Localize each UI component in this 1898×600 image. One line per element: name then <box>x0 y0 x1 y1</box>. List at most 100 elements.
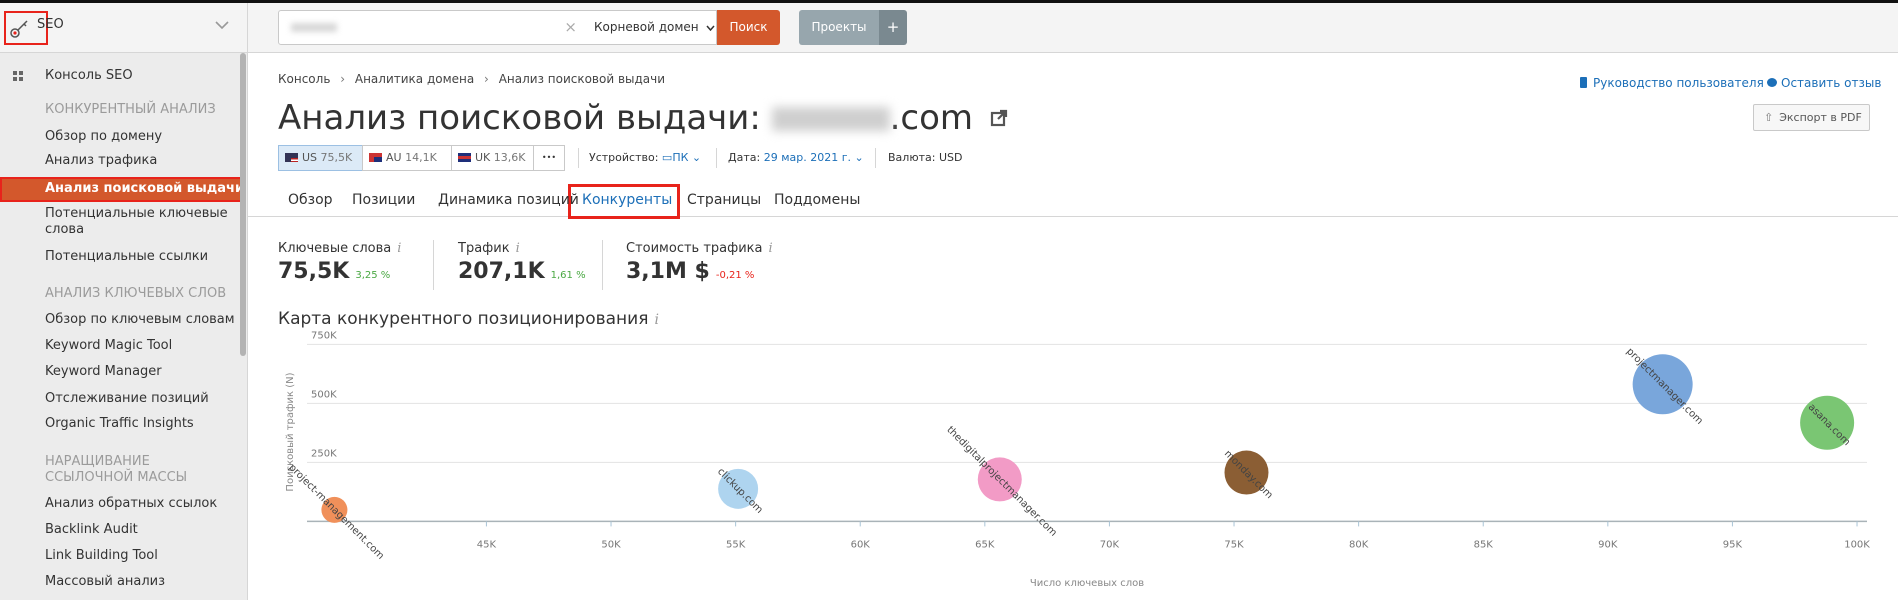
tab-4[interactable]: Конкуренты <box>582 192 673 208</box>
tab-3[interactable]: Динамика позиций <box>438 192 579 208</box>
device-selector[interactable]: Устройство: ▭ПК ⌄ <box>589 151 701 164</box>
feedback-label: Оставить отзыв <box>1781 76 1882 90</box>
sidebar-item[interactable]: Organic Traffic Insights <box>45 416 194 431</box>
sidebar-item[interactable]: Отслеживание позиций <box>45 391 209 406</box>
divider <box>433 240 434 290</box>
x-tick-label: 65K <box>975 539 995 550</box>
feedback-link[interactable]: Оставить отзыв <box>1767 72 1881 91</box>
export-pdf-button[interactable]: ⇧ Экспорт в PDF <box>1753 104 1870 131</box>
tabs-divider <box>248 216 1898 217</box>
page-title-suffix: .com <box>889 98 974 138</box>
stat-label: Ключевые слова i <box>278 241 401 256</box>
bubble[interactable] <box>718 468 759 509</box>
user-guide-link[interactable]: Руководство пользователя <box>1580 72 1764 91</box>
date-label: Дата: <box>728 151 761 164</box>
sidebar-item[interactable]: Консоль SEO <box>45 68 133 83</box>
tab-6[interactable]: Поддомены <box>774 192 861 208</box>
active-tab-highlight <box>568 184 680 219</box>
uk-flag-icon <box>458 153 471 162</box>
sidebar-item[interactable]: Потенциальные ключевые слова <box>45 206 228 237</box>
currency-label: Валюта: <box>888 151 936 164</box>
stat-change: 3,25 % <box>355 270 391 281</box>
sidebar-header[interactable]: SEO <box>0 3 248 53</box>
sidebar-item[interactable]: Keyword Magic Tool <box>45 338 173 353</box>
chevron-down-icon: ⌄ <box>850 151 864 164</box>
user-guide-label: Руководство пользователя <box>1593 76 1764 90</box>
info-icon[interactable]: i <box>654 312 659 328</box>
domain-type-dropdown[interactable]: Корневой домен <box>585 10 717 45</box>
bubble[interactable] <box>1632 354 1693 415</box>
x-tick-label: 70K <box>1100 539 1120 550</box>
region-us-button[interactable]: US 75,5K <box>278 145 363 171</box>
info-icon[interactable]: i <box>515 241 520 256</box>
x-tick-label: 50K <box>601 539 621 550</box>
bubble[interactable] <box>977 457 1022 502</box>
chevron-right-icon: › <box>484 72 489 86</box>
stat-value-text: 75,5K <box>278 259 350 284</box>
stat-value: 207,1K 1,61 % <box>458 259 586 284</box>
region-code: US <box>302 151 318 164</box>
sidebar-item[interactable]: Обзор по ключевым словам <box>45 312 235 327</box>
sidebar-item[interactable]: Keyword Manager <box>45 364 162 379</box>
tab-1[interactable]: Обзор <box>288 192 333 208</box>
divider <box>875 148 876 168</box>
blurred-domain-value <box>291 23 337 32</box>
key-icon <box>10 20 28 38</box>
sidebar-section-label: АНАЛИЗ КЛЮЧЕВЫХ СЛОВ <box>45 286 227 301</box>
x-tick-label: 85K <box>1474 539 1494 550</box>
stat-value: 3,1M $ -0,21 % <box>626 259 754 284</box>
tab-2[interactable]: Позиции <box>352 192 416 208</box>
region-au-button[interactable]: AU 14,1K <box>362 145 452 171</box>
sidebar-item[interactable]: Массовый анализ <box>45 574 166 589</box>
sidebar-item[interactable]: Анализ обратных ссылок <box>45 496 218 511</box>
sidebar-scrollbar[interactable] <box>240 53 246 356</box>
breadcrumb: Консоль › Аналитика домена › Анализ поис… <box>278 72 665 86</box>
y-tick-label: 750K <box>311 330 337 341</box>
chevron-right-icon: › <box>340 72 346 86</box>
bubble[interactable] <box>1224 450 1269 495</box>
bubble[interactable] <box>321 496 348 523</box>
divider <box>602 240 603 290</box>
projects-button[interactable]: Проекты <box>799 10 879 45</box>
sidebar-item[interactable]: Backlink Audit <box>45 522 138 537</box>
tab-5[interactable]: Страницы <box>687 192 762 208</box>
divider <box>716 148 717 168</box>
book-icon <box>1580 77 1587 88</box>
divider <box>578 148 579 168</box>
info-icon[interactable]: i <box>768 241 773 256</box>
domain-search-input[interactable]: × <box>278 10 586 45</box>
stat-label-text: Стоимость трафика <box>626 241 763 256</box>
device-label: Устройство: <box>589 151 659 164</box>
stat-label: Стоимость трафика i <box>626 241 773 256</box>
add-project-button[interactable]: + <box>879 10 907 45</box>
bubble[interactable] <box>1800 395 1855 450</box>
y-axis-title: Поисковый трафик (N) <box>285 372 296 491</box>
x-tick-label: 95K <box>1723 539 1743 550</box>
sidebar-item[interactable]: Анализ поисковой выдачи <box>45 181 245 196</box>
x-tick-label: 100K <box>1844 539 1870 550</box>
sidebar-item[interactable]: Потенциальные ссылки <box>45 249 209 264</box>
window-top-strip <box>0 0 1898 3</box>
sidebar-item[interactable]: Link Building Tool <box>45 548 158 563</box>
stat-label-text: Ключевые слова <box>278 241 392 256</box>
search-button[interactable]: Поиск <box>717 10 780 45</box>
x-tick-label: 75K <box>1224 539 1244 550</box>
sidebar-item[interactable]: Анализ трафика <box>45 153 158 168</box>
x-tick-label: 90K <box>1598 539 1618 550</box>
bubble-label: project-management.com <box>286 462 386 562</box>
clear-icon[interactable]: × <box>564 18 577 36</box>
date-selector[interactable]: Дата: 29 мар. 2021 г. ⌄ <box>728 151 864 164</box>
sidebar-item[interactable]: Обзор по домену <box>45 129 163 144</box>
external-link-icon[interactable] <box>990 109 1008 127</box>
stat-change: -0,21 % <box>715 270 755 281</box>
breadcrumb-item[interactable]: Консоль <box>278 72 331 86</box>
more-regions-button[interactable]: ••• <box>533 145 565 171</box>
chevron-down-icon[interactable] <box>215 20 229 30</box>
x-tick-label: 45K <box>477 539 497 550</box>
region-uk-button[interactable]: UK 13,6K <box>451 145 534 171</box>
info-icon[interactable]: i <box>397 241 402 256</box>
currency-value: USD <box>938 151 963 164</box>
breadcrumb-item[interactable]: Аналитика домена <box>354 72 475 86</box>
page-title: Анализ поисковой выдачи: .com <box>278 98 1008 138</box>
monitor-icon: ▭ <box>661 151 673 164</box>
